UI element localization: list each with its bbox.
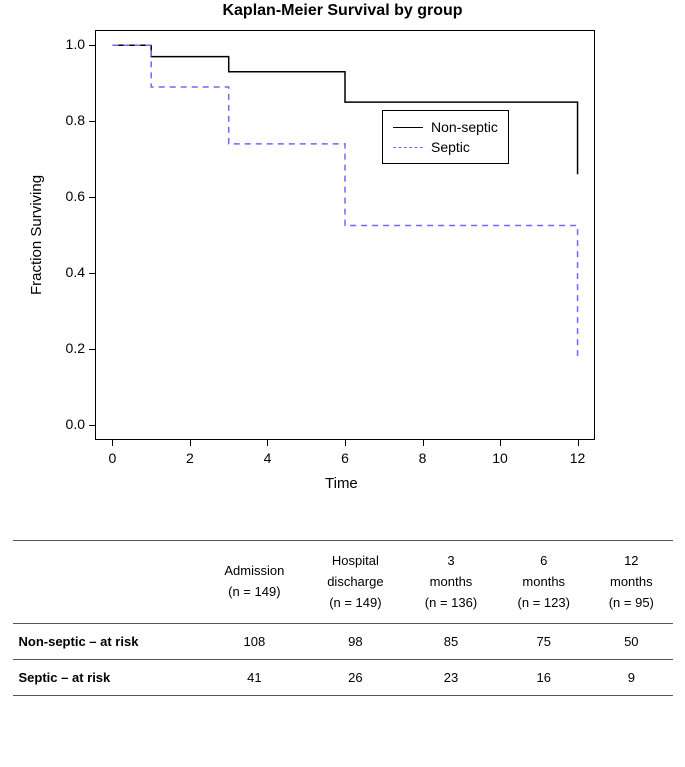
table-cell: 85 <box>405 624 498 660</box>
legend-label: Septic <box>431 139 470 155</box>
legend-item: Septic <box>393 137 498 157</box>
table-row: Non-septic – at risk10898857550 <box>13 624 673 660</box>
table-cell: 16 <box>497 660 590 696</box>
legend-label: Non-septic <box>431 119 498 135</box>
table-cell: 108 <box>203 624 307 660</box>
table-cell: 41 <box>203 660 307 696</box>
table-cell: 9 <box>590 660 672 696</box>
table-corner <box>13 541 203 624</box>
legend-swatch <box>393 147 423 148</box>
legend: Non-septic Septic <box>382 110 509 164</box>
table-cell: 75 <box>497 624 590 660</box>
row-label: Non-septic – at risk <box>13 624 203 660</box>
km-survival-chart: Kaplan-Meier Survival by group 0.00.20.4… <box>0 0 685 530</box>
survival-curves <box>0 0 685 530</box>
table-column-header: 12months(n = 95) <box>590 541 672 624</box>
at-risk-table: Admission(n = 149)Hospitaldischarge(n = … <box>13 540 673 696</box>
table-row: Septic – at risk412623169 <box>13 660 673 696</box>
table-column-header: 6months(n = 123) <box>497 541 590 624</box>
legend-swatch <box>393 127 423 128</box>
table-column-header: 3months(n = 136) <box>405 541 498 624</box>
table-column-header: Hospitaldischarge(n = 149) <box>306 541 404 624</box>
row-label: Septic – at risk <box>13 660 203 696</box>
legend-item: Non-septic <box>393 117 498 137</box>
table-cell: 26 <box>306 660 404 696</box>
table-column-header: Admission(n = 149) <box>203 541 307 624</box>
table-cell: 23 <box>405 660 498 696</box>
table-cell: 50 <box>590 624 672 660</box>
table-cell: 98 <box>306 624 404 660</box>
